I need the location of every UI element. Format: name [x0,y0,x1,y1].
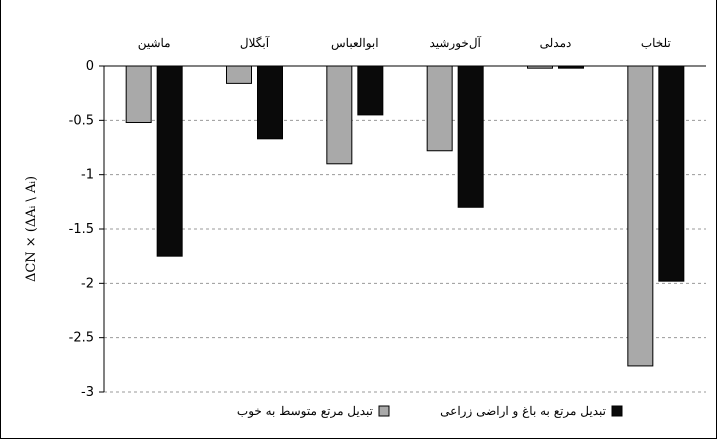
legend-swatch [378,405,390,417]
bar-to-orchard [357,65,384,116]
category-label: آبگلال [240,35,270,50]
y-tick-label: -0.5 [69,113,94,128]
bar-medium-to-good [627,65,654,367]
bar-medium-to-good [326,65,353,165]
category-label: تلخاب [641,36,671,50]
bar-to-orchard [457,65,484,208]
bar-medium-to-good [125,65,152,124]
legend-swatch [611,405,623,417]
y-tick-label: -1 [81,168,94,183]
y-axis-label: ΔCN × (ΔAᵢ \ Aᵢ) [24,176,39,282]
category-label: آل‌خورشید [429,35,481,50]
category-label: دمدلی [540,36,572,50]
y-tick-label: -1.5 [69,222,94,237]
bar-to-orchard [257,65,283,140]
y-tick-label: -3 [81,385,94,400]
category-label: ماشین [138,36,171,50]
category-label: ابوالعباس [331,36,379,50]
bar-medium-to-good [426,65,453,152]
bar-to-orchard [156,65,183,257]
y-tick-label: 0 [86,59,94,74]
y-tick-label: -2 [81,276,94,291]
legend-label: تبدیل مرتع متوسط به خوب [237,404,373,418]
bar-to-orchard [658,65,685,282]
legend-label: تبدیل مرتع به باغ و اراضی زراعی [440,404,606,418]
bar-medium-to-good [226,65,252,84]
y-tick-label: -2.5 [69,331,94,346]
